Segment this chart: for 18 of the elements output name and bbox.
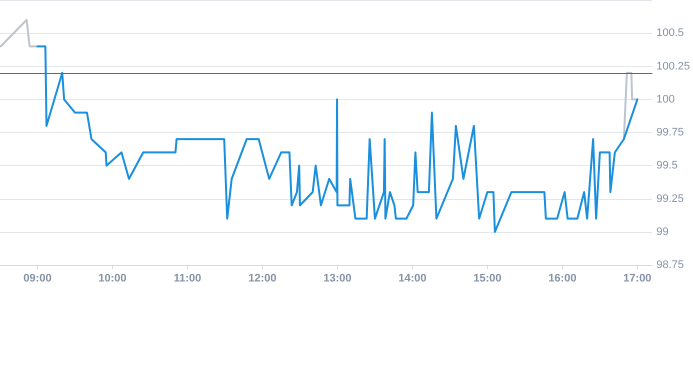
x-tick-label: 17:00 <box>623 272 652 284</box>
y-tick-label: 100.25 <box>656 60 690 72</box>
y-tick-label: 98.75 <box>656 259 684 271</box>
x-tick-label: 15:00 <box>473 272 502 284</box>
x-tick-label: 14:00 <box>398 272 426 284</box>
y-tick-label: 99 <box>656 226 669 238</box>
x-tick-label: 09:00 <box>23 272 52 284</box>
x-tick-label: 10:00 <box>98 272 127 284</box>
y-tick-label: 100.5 <box>656 27 684 40</box>
line-series <box>36 45 638 233</box>
x-tick-label: 11:00 <box>174 272 202 284</box>
y-tick-label: 99.75 <box>656 126 684 138</box>
x-tick-label: 12:00 <box>248 272 277 284</box>
x-tick-label: 16:00 <box>548 272 576 284</box>
y-tick-label: 99.25 <box>656 192 684 205</box>
y-tick-label: 99.5 <box>656 160 678 172</box>
x-tick-label: 13:00 <box>323 272 352 284</box>
y-tick-label: 100 <box>656 93 675 106</box>
